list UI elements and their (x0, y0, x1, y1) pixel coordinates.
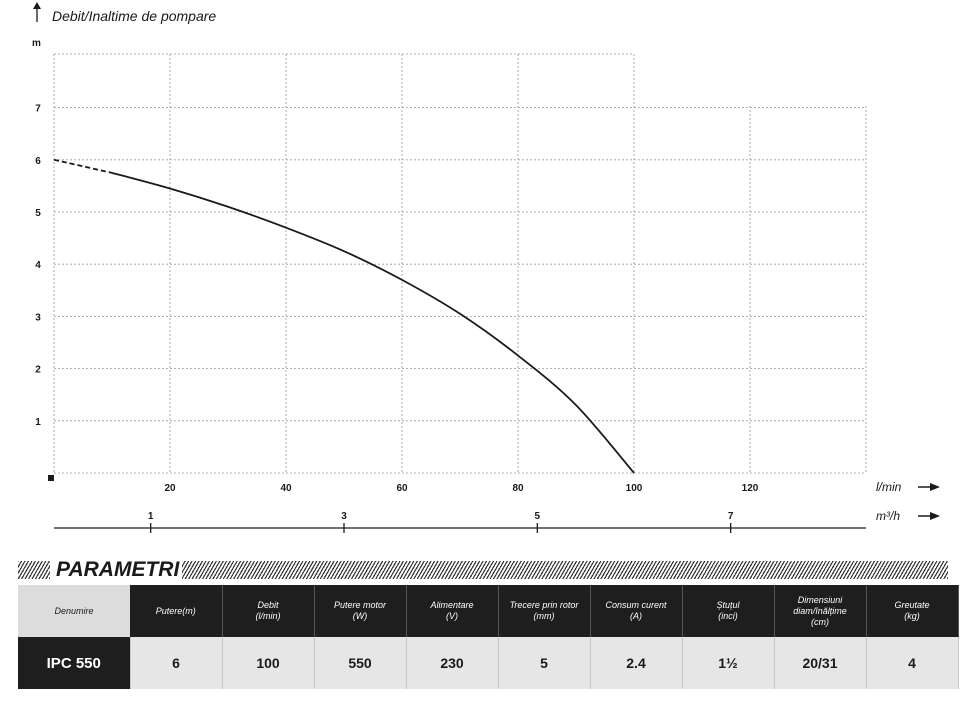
secondary-x-tick-label: 1 (148, 511, 154, 522)
parameter-header-cell: Denumire (18, 585, 130, 637)
pump-curve-dashed-segment (53, 158, 113, 174)
secondary-x-axis-arrow-head (930, 512, 940, 520)
parameter-header-text: (inci) (718, 611, 738, 621)
parameter-header-cell: Debit (l/min) (222, 585, 315, 637)
x-tick-label: 80 (512, 483, 524, 494)
parameter-header-text: (W) (352, 611, 368, 621)
parameter-header-cell: Dimensiuni diam/înălțime (cm) (774, 585, 867, 637)
hatch-decoration-left (18, 561, 50, 579)
pump-curve-chart: 1 2 3 4 5 6 7 20 40 60 80 100 120 1 3 5 7 Debit/Inaltime… (32, 2, 940, 533)
y-tick-label: 5 (35, 208, 41, 219)
parameter-header-text: Dimensiuni (797, 594, 843, 605)
hatch-decoration-right (182, 561, 948, 579)
parameter-header-text: diam/înălțime (793, 605, 847, 616)
parameter-value-cell: 20/31 (774, 637, 867, 689)
parameter-header-text: Putere(m) (155, 605, 196, 616)
parameter-header-text: (kg) (904, 611, 920, 621)
parameter-value-cell: 1½ (682, 637, 775, 689)
parameter-value-cell: 6 (130, 637, 223, 689)
y-tick-label: 4 (35, 260, 41, 271)
x-tick-label: 120 (742, 483, 759, 494)
origin-marker (48, 475, 54, 481)
parameter-header-text: Consum curent (605, 600, 667, 610)
parameter-value-cell: 5 (498, 637, 591, 689)
x-tick-label: 60 (396, 483, 408, 494)
chart-axes (33, 2, 940, 529)
parameter-value-cell: 100 (222, 637, 315, 689)
x-tick-label: 100 (626, 483, 643, 494)
y-axis-label: m (32, 38, 41, 49)
parameter-value-cell: 2.4 (590, 637, 683, 689)
y-axis-arrow-head (33, 2, 41, 9)
parameter-header-cell: Putere motor (W) (314, 585, 407, 637)
chart-title: Debit/Inaltime de pompare (52, 8, 216, 24)
pump-curve (53, 158, 635, 474)
parameter-value-cell: 230 (406, 637, 499, 689)
secondary-x-tick-label: 3 (341, 511, 347, 522)
x-axis-label: l/min (876, 480, 902, 494)
y-tick-label: 2 (35, 365, 41, 376)
y-tick-label: 3 (35, 312, 41, 323)
secondary-x-tick-label: 7 (728, 511, 734, 522)
parameter-header-cell: Putere(m) (130, 585, 223, 637)
x-axis-arrow-head (930, 483, 940, 491)
chart-grid (53, 53, 867, 474)
parameter-header-cell: Greutate (kg) (866, 585, 959, 637)
pump-curve-solid-segment (111, 171, 635, 474)
parameter-header-cell: Trecere prin rotor (mm) (498, 585, 591, 637)
parameter-header-text: Debit (257, 600, 279, 610)
parameters-title: PARAMETRI (56, 558, 186, 582)
parameter-header-text: Putere motor (333, 600, 387, 610)
parameter-header-text: Trecere prin rotor (509, 600, 579, 610)
chart-tick-labels: 1 2 3 4 5 6 7 20 40 60 80 100 120 1 3 5 7 (35, 104, 759, 533)
parameter-value-cell: 4 (866, 637, 959, 689)
parameters-table: Denumire Putere(m) Debit (l/min) Putere moto… (18, 585, 959, 689)
parameter-header-cell: Ștuțul (inci) (682, 585, 775, 637)
parameter-header-cell: Consum curent (A) (590, 585, 683, 637)
parameters-value-row: IPC 550 6 100 550 230 5 2.4 1½ 20/31 4 (18, 637, 959, 689)
parameter-header-text: (A) (630, 611, 642, 621)
x-tick-label: 40 (280, 483, 292, 494)
parameter-header-text: Denumire (54, 605, 94, 616)
y-tick-label: 6 (35, 156, 41, 167)
x-tick-label: 20 (164, 483, 176, 494)
parameter-header-text: (cm) (811, 616, 829, 627)
model-name-cell: IPC 550 (18, 637, 131, 689)
parameter-value-cell: 550 (314, 637, 407, 689)
parameter-header-cell: Alimentare (V) (406, 585, 499, 637)
parameter-header-text: (V) (446, 611, 458, 621)
parameters-header-row: Denumire Putere(m) Debit (l/min) Putere moto… (18, 585, 959, 637)
parameter-header-text: Greutate (894, 600, 930, 610)
parameter-header-text: (mm) (533, 611, 555, 621)
parameter-header-text: (l/min) (255, 611, 281, 621)
parameter-header-text: Alimentare (430, 600, 474, 610)
y-tick-label: 7 (35, 104, 41, 115)
secondary-x-axis-label: m³/h (876, 509, 900, 523)
y-tick-label: 1 (35, 417, 41, 428)
secondary-x-tick-label: 5 (535, 511, 541, 522)
parameter-header-text: Ștuțul (716, 600, 740, 610)
